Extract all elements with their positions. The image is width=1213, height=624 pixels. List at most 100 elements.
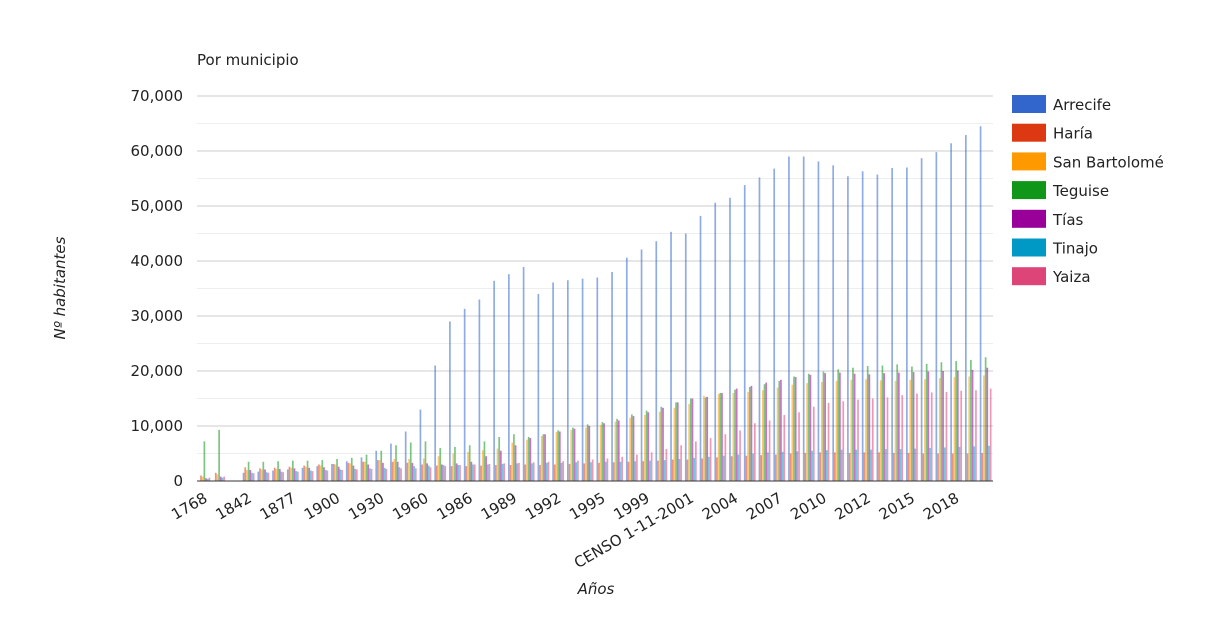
- bar: [413, 466, 415, 481]
- bar: [434, 365, 437, 481]
- bar: [393, 459, 396, 481]
- bar: [382, 462, 384, 481]
- bar: [378, 460, 381, 481]
- bar: [516, 463, 519, 481]
- bar: [938, 378, 941, 481]
- bar: [789, 453, 792, 481]
- bar: [760, 455, 762, 481]
- bar: [791, 384, 794, 481]
- bar: [658, 411, 661, 481]
- bar: [806, 383, 808, 481]
- bar: [935, 152, 938, 481]
- bar: [526, 439, 528, 481]
- y-tick-label: 10,000: [131, 417, 184, 435]
- bar: [896, 364, 899, 481]
- bar: [884, 449, 887, 481]
- bar: [244, 467, 247, 481]
- bar: [824, 373, 827, 481]
- bar: [288, 466, 291, 481]
- bar: [894, 380, 897, 481]
- bar: [332, 463, 335, 481]
- bar: [745, 455, 748, 481]
- bar: [953, 377, 956, 481]
- bar: [568, 463, 571, 481]
- bar: [847, 176, 849, 482]
- bar: [586, 424, 589, 481]
- bar: [352, 465, 355, 481]
- x-tick-label: 2004: [699, 489, 741, 524]
- x-tick-label: 1930: [345, 489, 387, 524]
- bar: [714, 202, 717, 481]
- y-axis-label: Nº habitantes: [51, 236, 69, 339]
- bar: [201, 476, 204, 481]
- x-tick-label: 1995: [566, 489, 608, 524]
- bar: [657, 460, 659, 481]
- bar: [788, 156, 790, 481]
- bar: [532, 462, 535, 481]
- bar: [763, 384, 766, 481]
- bar: [811, 450, 813, 481]
- bar: [649, 460, 651, 481]
- bar: [703, 395, 705, 481]
- bar: [732, 393, 735, 481]
- bar: [478, 299, 481, 481]
- x-tick-label: 2015: [876, 489, 918, 524]
- bar: [693, 457, 696, 481]
- bar: [721, 393, 723, 481]
- bar: [909, 379, 912, 481]
- bar: [362, 461, 364, 481]
- bar: [695, 441, 697, 481]
- bar: [385, 468, 388, 481]
- bar: [544, 434, 546, 481]
- bar: [259, 468, 261, 481]
- bar: [680, 445, 682, 481]
- bar: [906, 167, 908, 481]
- bar: [898, 372, 900, 481]
- bar: [319, 465, 322, 481]
- y-tick-label: 50,000: [131, 197, 184, 215]
- bar: [310, 470, 312, 481]
- bar: [835, 380, 838, 481]
- bar: [267, 472, 270, 481]
- bar: [511, 442, 514, 481]
- bar: [761, 390, 764, 481]
- bar: [444, 466, 447, 481]
- bar: [989, 388, 992, 481]
- bar: [457, 465, 460, 481]
- x-tick-label: 1768: [168, 489, 210, 524]
- bar: [925, 363, 928, 481]
- bar: [404, 431, 407, 481]
- bar: [363, 461, 366, 481]
- bar: [924, 379, 926, 481]
- bar: [907, 452, 910, 481]
- bar: [739, 430, 741, 481]
- x-tick-label: 1877: [257, 489, 299, 524]
- bar: [341, 470, 343, 481]
- bar: [345, 461, 348, 481]
- x-axis-label: Años: [577, 580, 615, 598]
- bar: [822, 371, 825, 481]
- bar: [463, 308, 466, 481]
- bar: [295, 471, 298, 481]
- bar: [494, 465, 497, 481]
- chart-title: Por municipio: [197, 51, 299, 69]
- bar: [857, 399, 859, 481]
- bar: [981, 452, 984, 481]
- bar: [369, 468, 371, 481]
- bar: [914, 448, 917, 481]
- bar: [868, 374, 871, 481]
- bar: [911, 366, 913, 481]
- bar: [273, 467, 276, 481]
- bar: [421, 464, 423, 481]
- bar: [545, 462, 548, 481]
- bar: [459, 465, 461, 481]
- bar: [603, 423, 605, 481]
- bar: [970, 360, 972, 481]
- bar: [820, 382, 823, 481]
- bar: [660, 406, 663, 481]
- bar: [280, 471, 283, 481]
- bar: [636, 454, 638, 481]
- bar: [634, 461, 637, 481]
- bar: [260, 469, 263, 481]
- bar: [588, 426, 591, 481]
